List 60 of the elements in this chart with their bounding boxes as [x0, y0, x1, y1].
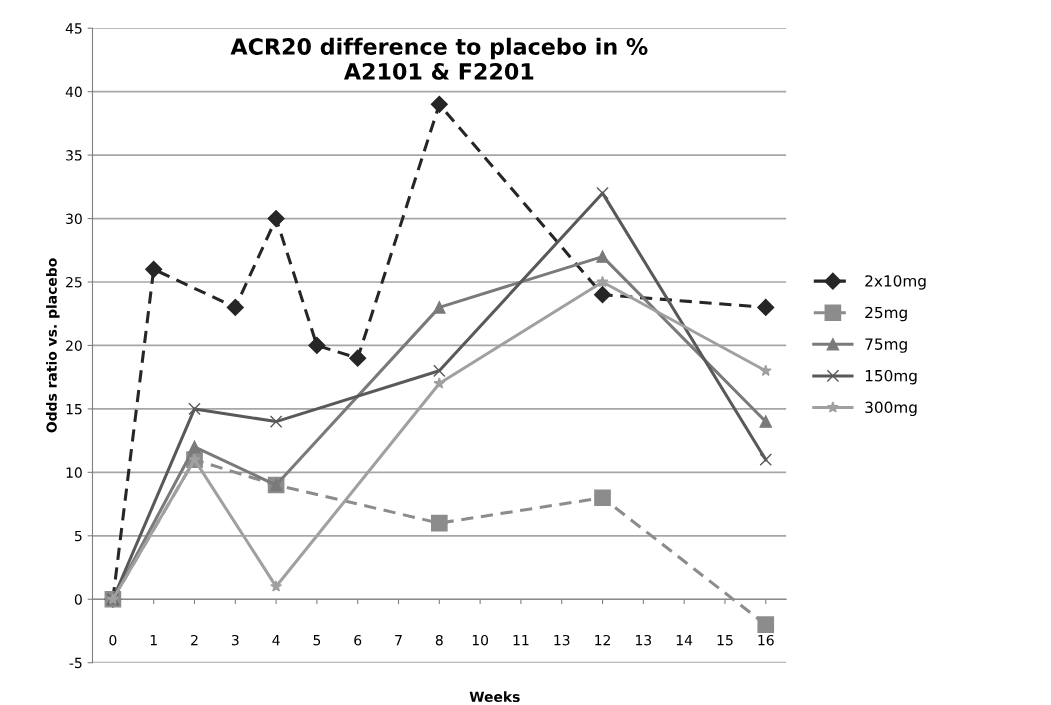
y-tick-label: 5	[75, 530, 82, 542]
point	[430, 95, 448, 113]
text: ACR20 difference to placebo in % A2101 & F2201	[230, 37, 648, 80]
y-tick-label: 45	[65, 23, 82, 34]
x-tick-label: 10	[472, 634, 489, 646]
point	[757, 616, 775, 633]
x-tick-label: 1	[150, 635, 157, 646]
x-tick-label: 5	[313, 635, 321, 646]
y-tick-label: 0	[74, 594, 82, 605]
point	[433, 377, 446, 389]
x-tick-label: 6	[354, 634, 362, 646]
point	[267, 209, 285, 228]
y-tick-label: -5	[69, 657, 82, 669]
x-tick-label: 13	[636, 634, 652, 646]
point	[226, 298, 244, 316]
x-tick-label: 2	[191, 634, 198, 646]
legend-label: 300mg	[865, 401, 917, 417]
point	[594, 489, 611, 507]
point	[759, 415, 772, 428]
y-tick-label: 10	[66, 467, 82, 478]
x-tick-label: 0	[109, 634, 117, 646]
point	[757, 298, 775, 316]
x-tick-label: 16	[758, 634, 774, 646]
point	[188, 440, 201, 454]
point	[430, 514, 448, 532]
point	[759, 453, 772, 466]
point	[308, 336, 326, 355]
point	[188, 402, 201, 416]
point	[759, 364, 772, 377]
legend-label: 2x10mg	[865, 275, 926, 290]
x-tick-label: 11	[513, 635, 529, 646]
x-tick-label: 15	[717, 635, 733, 646]
legend-label: 25mg	[865, 306, 907, 322]
x-tick-label: 7	[395, 635, 402, 646]
x-tick-label: 13	[554, 634, 570, 646]
point	[596, 186, 609, 200]
y-axis-title: Odds ratio vs. placebo	[46, 258, 60, 433]
point	[269, 415, 283, 428]
y-tick-label: 35	[66, 150, 82, 161]
y-tick-label: 30	[66, 213, 82, 225]
x-axis-title: Weeks	[469, 691, 520, 702]
x-tick-label: 4	[272, 635, 280, 646]
y-tick-label: 40	[65, 86, 82, 98]
x-tick-label: 12	[595, 634, 610, 646]
x-tick-label: 8	[435, 634, 443, 646]
legend-label: 150mg	[865, 369, 917, 385]
y-tick-label: 25	[66, 276, 82, 288]
x-tick-label: 14	[676, 635, 693, 646]
point	[596, 250, 609, 263]
point	[433, 301, 446, 314]
point	[593, 286, 612, 304]
legend-label: 75mg	[865, 338, 907, 353]
y-tick-label: 20	[66, 340, 82, 351]
point	[349, 349, 367, 367]
x-tick-label: 3	[231, 634, 239, 646]
point	[270, 580, 283, 592]
point	[433, 364, 446, 378]
y-tick-label: 15	[66, 404, 82, 415]
point	[145, 260, 163, 278]
point	[596, 275, 609, 288]
